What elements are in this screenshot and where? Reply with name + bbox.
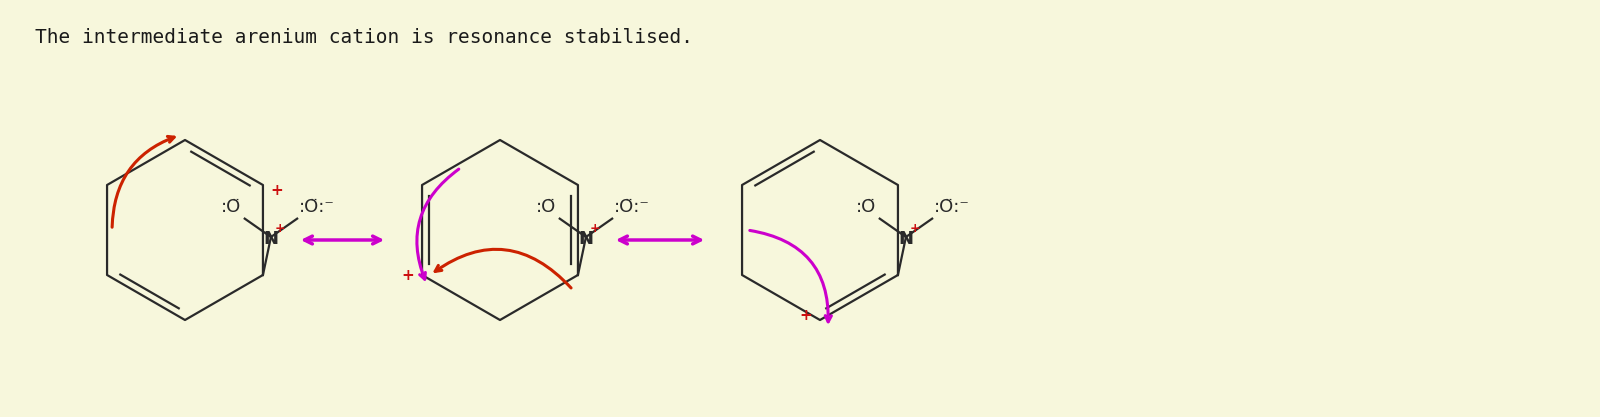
Text: +: + (590, 221, 600, 234)
Text: +: + (270, 183, 283, 198)
Text: :Ö: :Ö (536, 198, 555, 216)
Text: +: + (402, 267, 414, 282)
Text: +: + (275, 221, 285, 234)
Text: The intermediate arenium cation is resonance stabilised.: The intermediate arenium cation is reson… (35, 28, 693, 47)
Text: :Ö:⁻: :Ö:⁻ (299, 198, 334, 216)
Text: :Ö:⁻: :Ö:⁻ (614, 198, 650, 216)
Text: :Ö: :Ö (221, 198, 240, 216)
Text: N: N (264, 230, 278, 248)
Text: N: N (899, 230, 914, 248)
Text: +: + (910, 221, 920, 234)
Text: :Ö:⁻: :Ö:⁻ (934, 198, 970, 216)
Text: :Ö: :Ö (856, 198, 875, 216)
Text: +: + (800, 307, 813, 322)
Text: N: N (579, 230, 594, 248)
